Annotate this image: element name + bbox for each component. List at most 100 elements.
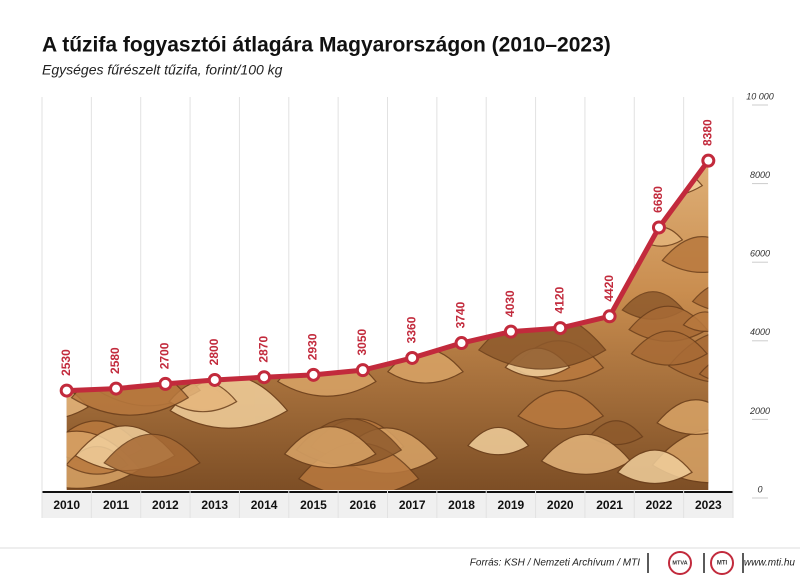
data-label: 2870 <box>256 336 270 363</box>
x-tick-label: 2015 <box>300 498 327 512</box>
y-tick-label: 4000 <box>750 327 770 337</box>
wood-log <box>66 250 120 289</box>
wood-log <box>144 216 258 268</box>
data-label: 8380 <box>700 119 714 146</box>
wood-log <box>691 282 709 312</box>
x-tick-label: 2013 <box>201 498 228 512</box>
point <box>306 367 321 382</box>
logo <box>710 551 734 575</box>
url: www.mti.hu <box>744 558 796 569</box>
wood-log <box>246 160 295 167</box>
point <box>207 372 222 387</box>
x-tick-label: 2016 <box>349 498 376 512</box>
wood-log <box>173 269 219 290</box>
data-label: 4420 <box>602 275 616 302</box>
wood-log <box>489 227 616 285</box>
wood-log <box>487 202 616 261</box>
wood-log <box>197 248 269 281</box>
wood-log <box>115 193 158 213</box>
wood-log <box>204 160 301 175</box>
wood-log <box>69 160 129 183</box>
wood-log <box>325 264 444 318</box>
wood-log <box>127 265 219 307</box>
x-tick-label: 2019 <box>498 498 525 512</box>
x-tick-label: 2011 <box>103 498 129 512</box>
data-label: 3360 <box>404 316 418 343</box>
data-label: 2800 <box>207 338 221 365</box>
point <box>553 321 568 336</box>
data-label: 4030 <box>503 290 517 317</box>
wood-log <box>517 390 605 430</box>
data-label: 2700 <box>158 342 172 369</box>
wood-log <box>66 312 96 343</box>
logo <box>668 551 692 575</box>
wood-log <box>656 399 709 436</box>
y-tick-label: 2000 <box>749 406 770 416</box>
wood-log <box>229 160 351 195</box>
wood-log <box>66 237 96 272</box>
data-label: 3050 <box>355 328 369 355</box>
data-label: 6680 <box>651 186 665 213</box>
data-label: 3740 <box>454 301 468 328</box>
wood-log <box>452 160 540 190</box>
wood-log <box>260 182 362 228</box>
wood-log <box>332 198 432 244</box>
logo-text: MTVA <box>672 560 687 566</box>
y-tick-label: 0 <box>757 484 762 494</box>
point <box>454 336 469 351</box>
chart-subtitle: Egységes fűrészelt tűzifa, forint/100 kg <box>42 62 283 78</box>
wood-log <box>309 160 423 210</box>
wood-log <box>77 288 157 325</box>
line <box>66 159 711 394</box>
wood-log <box>171 260 260 301</box>
x-tick-label: 2020 <box>547 498 574 512</box>
point <box>651 220 666 235</box>
x-tick-label: 2018 <box>448 498 475 512</box>
point <box>602 309 617 324</box>
data-label: 4120 <box>552 286 566 313</box>
wood-log <box>269 213 382 264</box>
y-tick-label: 6000 <box>750 249 770 259</box>
wood-log <box>434 160 513 192</box>
wood-log <box>661 236 709 273</box>
wood-log <box>283 426 377 469</box>
wood-log <box>467 426 530 456</box>
wood-log <box>66 262 190 321</box>
y-tick-label: 8000 <box>750 170 770 180</box>
wood-log <box>320 279 387 310</box>
point <box>59 383 74 398</box>
wood-log <box>276 287 382 336</box>
x-tick-label: 2012 <box>152 498 179 512</box>
chart-title: A tűzifa fogyasztói átlagára Magyarorszá… <box>42 34 611 57</box>
point <box>503 324 518 339</box>
x-tick-label: 2014 <box>251 498 278 512</box>
wood-log <box>403 253 514 304</box>
wood-log <box>349 160 417 178</box>
wood-log <box>593 193 639 215</box>
x-tick-label: 2023 <box>695 498 722 512</box>
point <box>158 376 173 391</box>
y-tick-label: 10 000 <box>746 91 774 101</box>
wood-texture <box>66 160 709 490</box>
point <box>257 370 272 385</box>
wood-log <box>462 177 525 206</box>
wood-log <box>477 228 535 255</box>
data-label: 2930 <box>306 333 320 360</box>
wood-log <box>74 205 129 230</box>
point <box>405 350 420 365</box>
wood-log <box>226 196 335 246</box>
point <box>109 381 124 396</box>
logo-text: MTI <box>717 561 728 567</box>
point <box>355 363 370 378</box>
wood-log <box>630 330 708 366</box>
wood-log <box>66 160 144 171</box>
x-tick-label: 2017 <box>399 498 426 512</box>
wood-log <box>392 245 448 272</box>
source: Forrás: KSH / Nemzeti Archívum / MTI <box>470 558 640 569</box>
wood-log <box>138 252 243 300</box>
wood-log <box>66 179 144 219</box>
wood-log <box>300 251 391 293</box>
data-label: 2530 <box>59 349 73 376</box>
point <box>701 153 716 168</box>
